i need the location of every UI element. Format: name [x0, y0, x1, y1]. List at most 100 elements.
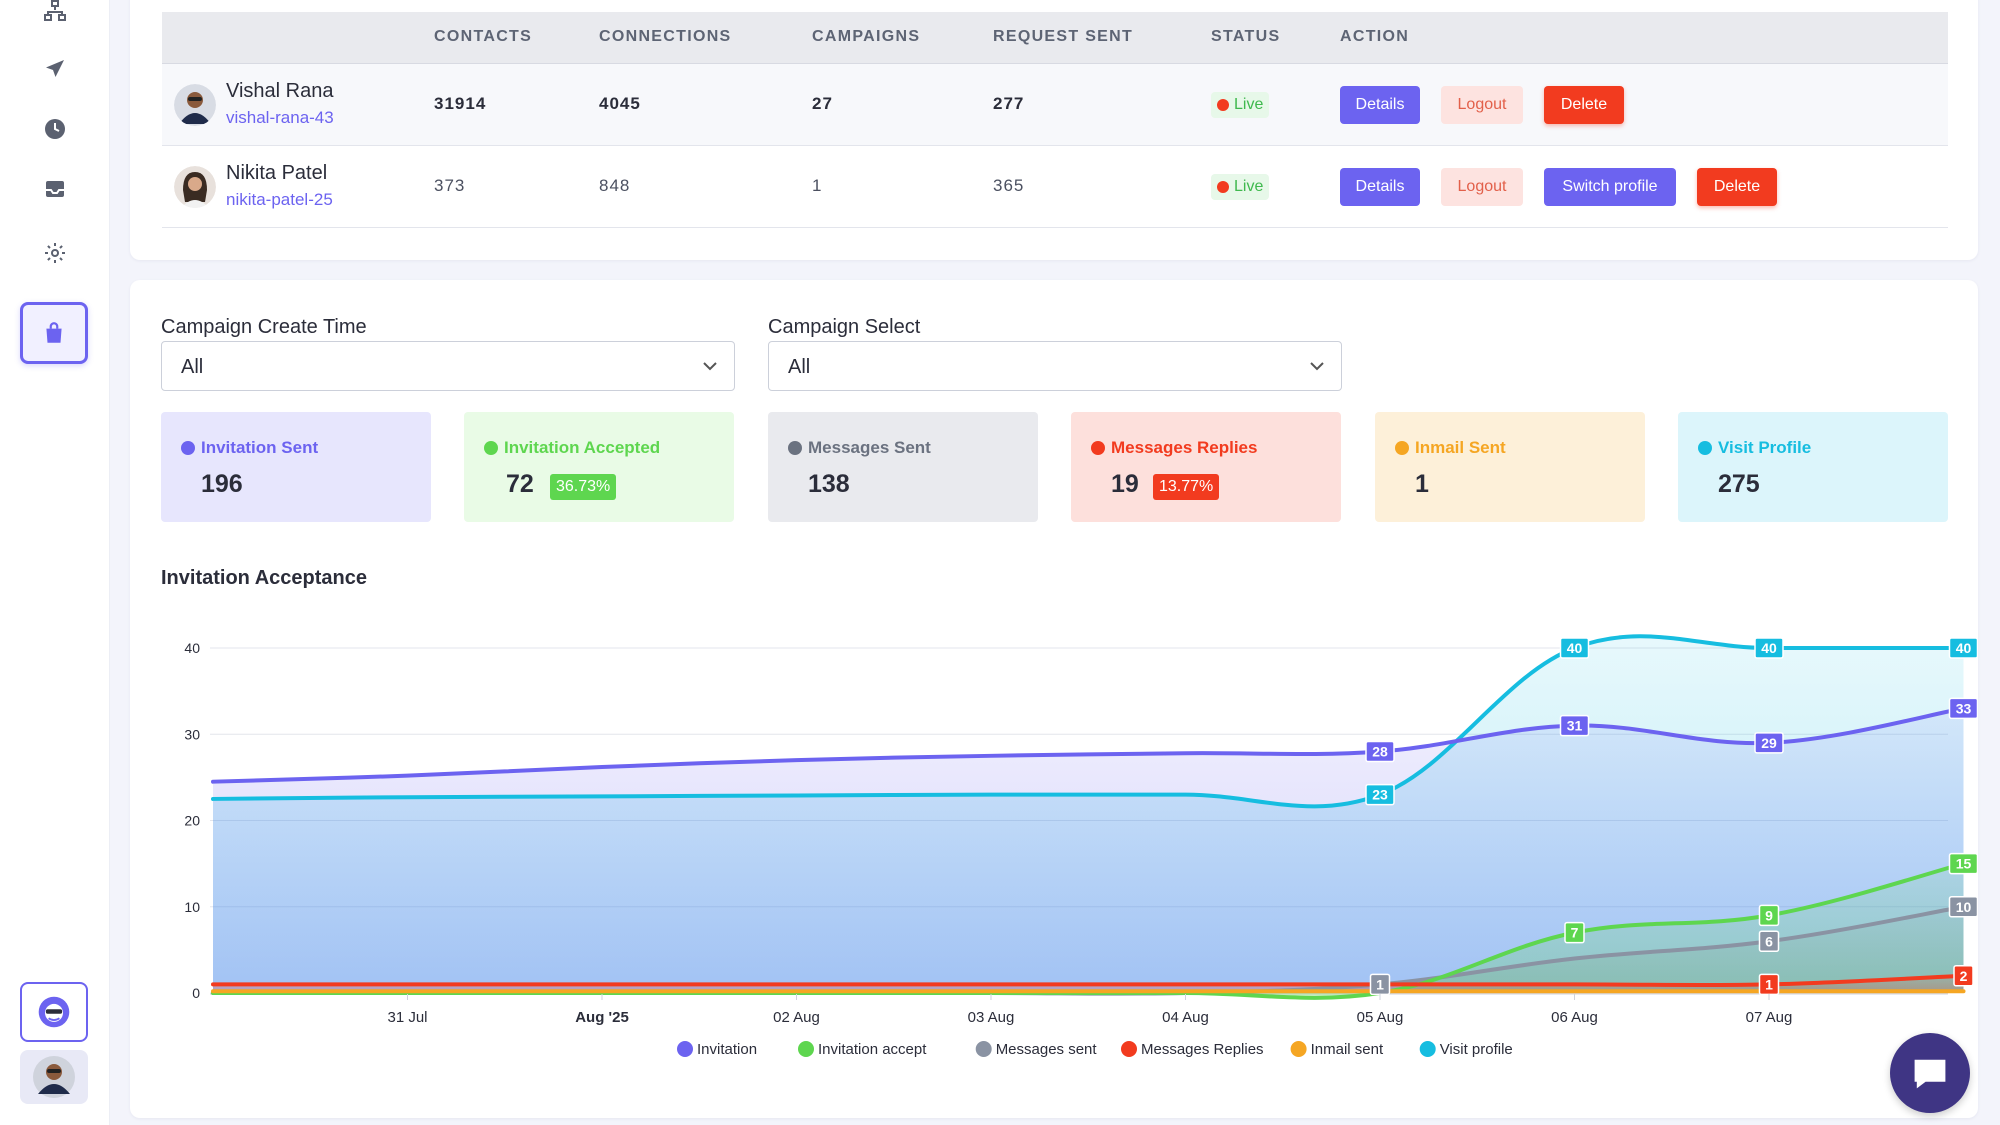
data-label: 23	[1372, 787, 1388, 803]
legend-label: Messages sent	[996, 1041, 1098, 1058]
delete-button[interactable]: Delete	[1697, 168, 1777, 206]
th-connections: CONNECTIONS	[599, 28, 732, 45]
user-name: Vishal Rana	[226, 80, 334, 102]
dot-icon	[484, 441, 498, 455]
x-tick-label: 05 Aug	[1357, 1009, 1404, 1026]
user-handle-link[interactable]: vishal-rana-43	[226, 108, 334, 127]
x-tick-label: 02 Aug	[773, 1009, 820, 1026]
chat-icon	[1914, 1059, 1946, 1089]
data-label: 7	[1571, 925, 1579, 941]
legend-marker	[1121, 1041, 1137, 1057]
status-text: Live	[1234, 178, 1264, 195]
table-row: Nikita Patel nikita-patel-25 373 848 1 3…	[162, 146, 1948, 228]
stat-visit-profile: Visit Profile 275	[1678, 412, 1948, 522]
plane-icon[interactable]	[36, 50, 74, 88]
data-label-box	[1948, 697, 1978, 720]
data-label: 10	[1956, 899, 1972, 915]
data-label: 31	[1567, 718, 1583, 734]
inbox-icon[interactable]	[36, 170, 74, 208]
status-badge: Live	[1211, 92, 1270, 118]
x-tick-label: Aug '25	[575, 1009, 629, 1026]
stat-percent-badge: 13.77%	[1153, 474, 1220, 500]
stat-messages-replies: Messages Replies 19 13.77%	[1071, 412, 1341, 522]
stat-label: Invitation Accepted	[504, 438, 661, 457]
legend-label: Invitation accept	[818, 1041, 927, 1058]
user-name: Nikita Patel	[226, 162, 328, 184]
data-label-box	[1758, 904, 1780, 927]
logout-button[interactable]: Logout	[1441, 168, 1523, 206]
stat-percent-badge: 36.73%	[550, 474, 617, 500]
switch-profile-button[interactable]: Switch profile	[1544, 168, 1676, 206]
data-label: 33	[1956, 700, 1972, 716]
data-label-box	[1559, 637, 1590, 659]
legend-label: Visit profile	[1440, 1041, 1513, 1058]
org-chart-icon[interactable]	[36, 0, 74, 30]
user-handle-link[interactable]: nikita-patel-25	[226, 190, 333, 209]
connections-value: 848	[599, 176, 631, 195]
sidebar	[0, 0, 110, 1125]
chevron-down-icon	[1310, 362, 1324, 371]
th-campaigns: CAMPAIGNS	[812, 28, 921, 45]
gear-icon[interactable]	[36, 234, 74, 272]
create-time-label: Campaign Create Time	[161, 316, 367, 338]
dot-icon	[788, 441, 802, 455]
stat-value: 1	[1415, 470, 1429, 498]
create-time-select[interactable]: All	[161, 341, 735, 391]
avatar[interactable]	[20, 1050, 88, 1104]
y-tick-label: 20	[184, 813, 200, 829]
contacts-value: 373	[434, 176, 466, 195]
data-label-box	[1365, 783, 1395, 806]
avatar	[174, 84, 216, 126]
th-action: ACTION	[1340, 28, 1410, 45]
legend-marker	[1290, 1041, 1307, 1057]
series-area	[213, 708, 1964, 993]
details-button[interactable]: Details	[1340, 86, 1420, 124]
campaign-select[interactable]: All	[768, 341, 1342, 391]
y-tick-label: 30	[184, 726, 200, 742]
data-label: 40	[1567, 640, 1583, 656]
stat-value: 196	[201, 470, 243, 498]
create-time-value: All	[181, 356, 204, 378]
legend-marker	[1419, 1041, 1436, 1057]
legend-label: Inmail sent	[1311, 1041, 1384, 1058]
data-label-box	[1758, 930, 1780, 952]
shopping-bag-icon[interactable]	[20, 302, 88, 364]
stat-label: Visit Profile	[1718, 438, 1812, 457]
data-label: 40	[1761, 640, 1777, 656]
th-contacts: CONTACTS	[434, 28, 533, 45]
th-request-sent: REQUEST SENT	[993, 28, 1134, 45]
avatar	[174, 166, 216, 208]
campaigns-value: 1	[812, 176, 823, 195]
data-label-box	[1948, 852, 1978, 875]
data-label-box	[1559, 714, 1590, 737]
stat-inmail-sent: Inmail Sent 1	[1375, 412, 1645, 522]
live-dot-icon	[1217, 181, 1229, 193]
data-label: 1	[1765, 976, 1773, 992]
stat-value: 275	[1718, 470, 1760, 498]
data-label: 28	[1372, 744, 1388, 760]
status-badge: Live	[1211, 174, 1270, 200]
requests-value: 277	[993, 94, 1025, 113]
details-button[interactable]: Details	[1340, 168, 1420, 206]
support-agent-icon[interactable]	[20, 982, 88, 1042]
clock-icon[interactable]	[36, 110, 74, 148]
x-tick-label: 06 Aug	[1551, 1009, 1598, 1026]
stat-invitation-sent: Invitation Sent 196	[161, 412, 431, 522]
legend-marker	[975, 1041, 992, 1057]
stat-messages-sent: Messages Sent 138	[768, 412, 1038, 522]
logout-button[interactable]: Logout	[1441, 86, 1523, 124]
data-label-box	[1953, 965, 1974, 987]
data-label-box	[1754, 732, 1784, 754]
delete-button[interactable]: Delete	[1544, 86, 1624, 124]
data-label-box	[1564, 921, 1585, 944]
stat-label: Invitation Sent	[201, 438, 319, 457]
data-label: 40	[1956, 640, 1972, 656]
chat-button[interactable]	[1890, 1033, 1970, 1113]
dot-icon	[1698, 441, 1712, 455]
invitation-acceptance-chart: 0 10 20 30 40 23 40 40 40 28 31 29 33 1 6 10 7 9 15 1 2 31 Ju…	[184, 634, 1978, 1058]
legend-label: Invitation	[697, 1041, 757, 1058]
dot-icon	[1091, 441, 1105, 455]
legend-marker	[677, 1041, 693, 1057]
data-label: 9	[1765, 907, 1773, 923]
legend-marker	[798, 1041, 814, 1057]
